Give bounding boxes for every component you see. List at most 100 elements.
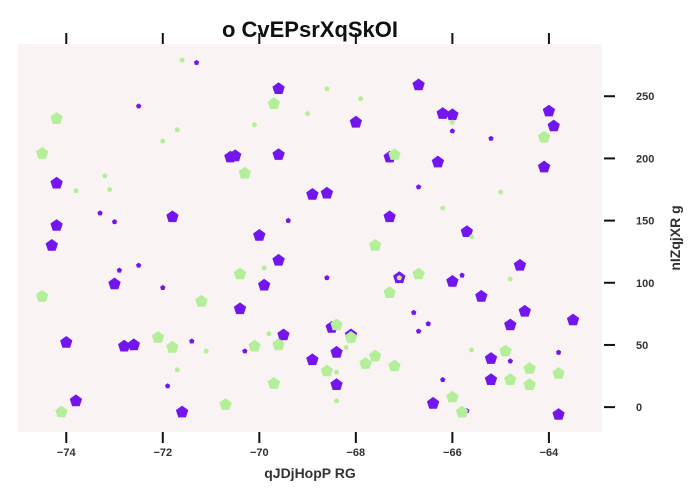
data-point-s0-64 [425,321,431,327]
data-point-s0-67 [459,272,465,278]
data-point-s0-45 [547,119,560,132]
x-tick-label-3: −68 [347,447,366,459]
data-point-s0-19 [306,188,319,200]
data-point-s0-28 [383,210,396,223]
data-point-s0-56 [193,59,200,65]
data-point-s0-37 [475,289,488,302]
data-point-s0-42 [518,304,531,317]
x-tick-label-5: −64 [540,447,560,459]
data-point-s1-46 [333,369,340,375]
data-point-s1-33 [102,173,108,179]
data-point-s1-10 [248,339,261,352]
data-point-s0-0 [45,239,58,251]
data-point-s1-20 [383,286,396,298]
data-point-s0-3 [60,336,73,348]
data-point-s0-18 [277,328,290,341]
data-point-s1-3 [55,405,68,418]
data-point-s0-52 [136,103,142,109]
data-point-s1-15 [330,318,343,331]
data-point-s0-34 [446,108,459,121]
data-point-s1-22 [388,359,401,372]
data-point-s0-49 [111,219,118,225]
data-point-s1-19 [369,239,382,251]
data-point-s0-62 [411,309,417,315]
data-point-s0-30 [412,78,425,91]
data-point-s0-71 [555,349,562,355]
data-point-s0-38 [484,352,498,364]
data-point-s0-47 [566,313,580,326]
x-tick-label-0: −74 [57,447,77,459]
data-point-s0-50 [116,267,122,273]
data-point-s1-48 [358,95,364,101]
data-point-s1-0 [36,146,49,159]
data-point-s0-1 [50,176,63,189]
data-point-s0-70 [507,358,513,364]
data-point-s1-53 [469,347,475,353]
data-point-s1-27 [504,373,517,385]
data-point-s1-8 [238,166,251,179]
marks-layer [36,57,580,420]
data-point-s0-24 [330,378,343,390]
data-point-s1-26 [499,344,512,357]
data-point-s0-6 [118,339,131,352]
data-point-s0-63 [415,328,422,334]
y-tick-label-3: 150 [636,216,654,228]
data-point-s0-40 [504,318,517,331]
chart-title: o CvEPsrXqSkOI [222,17,398,42]
data-point-s1-44 [324,86,330,91]
data-point-s0-39 [484,373,498,385]
data-point-s1-30 [537,130,551,143]
data-point-s1-9 [233,267,247,280]
data-point-s1-42 [266,331,272,336]
data-point-s0-32 [431,155,445,168]
data-point-s0-20 [306,353,319,366]
data-point-s1-41 [261,265,267,271]
data-point-s1-18 [369,349,382,362]
data-point-s0-65 [440,377,446,382]
data-point-s1-7 [219,398,232,410]
data-point-s1-45 [333,398,340,404]
data-point-s1-52 [469,234,475,239]
data-point-s1-16 [344,331,358,343]
data-point-s0-69 [488,135,494,141]
data-point-s0-44 [542,104,556,117]
data-point-s1-54 [498,189,504,195]
data-point-s0-36 [460,225,473,237]
data-point-s1-28 [523,362,536,374]
data-point-s0-41 [513,258,527,271]
data-point-s0-12 [233,302,247,315]
data-point-s1-14 [320,364,334,377]
data-point-s0-7 [127,338,140,351]
data-point-s1-49 [396,275,402,281]
data-point-s1-4 [151,331,165,343]
data-point-s1-2 [50,112,63,124]
data-point-s1-29 [523,378,536,390]
data-point-s1-34 [107,186,113,192]
data-point-s1-24 [446,390,459,403]
x-tick-label-2: −70 [250,447,269,459]
data-point-s0-53 [160,284,166,290]
data-point-s0-58 [285,217,291,223]
data-point-s0-46 [552,408,565,420]
data-point-s1-40 [251,122,258,128]
data-point-s0-48 [97,210,103,216]
data-point-s0-55 [189,338,195,344]
data-point-s0-26 [349,115,362,128]
data-point-s0-35 [446,275,459,287]
data-point-s1-36 [174,367,180,373]
data-point-s1-17 [359,357,372,369]
data-point-s0-31 [426,396,440,409]
data-point-s1-35 [160,138,166,144]
data-point-s1-55 [507,276,513,282]
data-point-s0-9 [175,405,189,418]
data-point-s1-31 [552,367,565,379]
plot-area [18,44,602,432]
y-axis-label: nIZqjXR g [667,205,683,270]
data-point-s0-15 [272,82,285,94]
data-point-s0-66 [449,128,455,134]
data-point-s0-61 [415,184,422,190]
data-point-s1-25 [455,405,469,418]
data-point-s1-51 [449,119,455,125]
data-point-s1-32 [73,187,79,193]
